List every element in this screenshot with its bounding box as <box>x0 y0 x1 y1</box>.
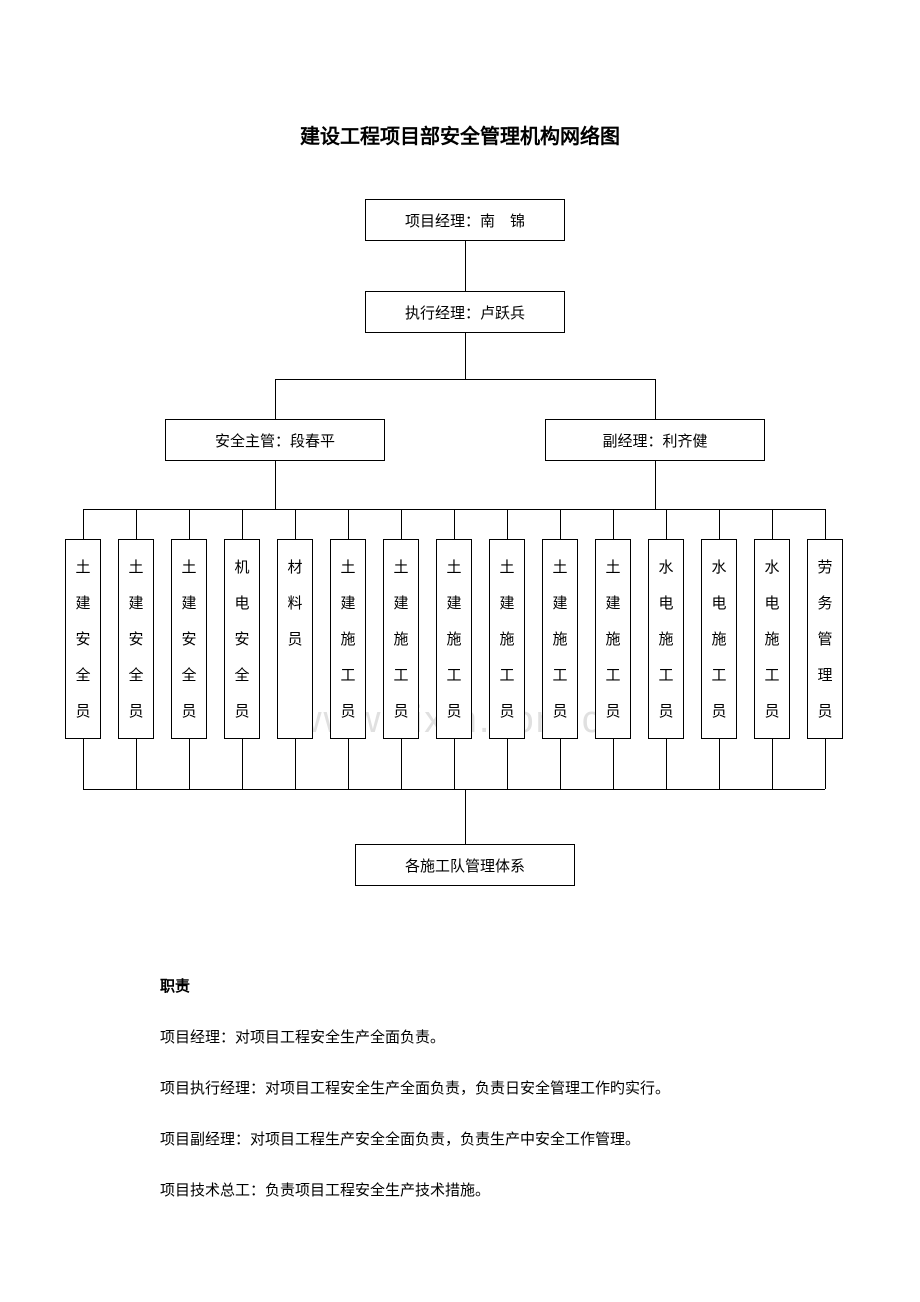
connector-line <box>83 739 84 789</box>
connector-line <box>295 509 296 539</box>
node-staff-14: 劳务管理员 <box>807 539 843 739</box>
body-heading: 职责 <box>160 969 760 1005</box>
connector-line <box>560 739 561 789</box>
connector-line <box>772 739 773 789</box>
connector-line <box>719 509 720 539</box>
page: 建设工程项目部安全管理机构网络图 www.zixin.com.cn 项目经理：南… <box>0 0 920 1264</box>
connector-line <box>83 509 84 539</box>
node-staff-5: 土建施工员 <box>330 539 366 739</box>
node-staff-8: 土建施工员 <box>489 539 525 739</box>
connector-line <box>295 739 296 789</box>
connector-line <box>189 509 190 539</box>
node-deputy-manager: 副经理：利齐健 <box>545 419 765 461</box>
page-title: 建设工程项目部安全管理机构网络图 <box>60 120 860 149</box>
connector-line <box>348 509 349 539</box>
node-staff-0: 土建安全员 <box>65 539 101 739</box>
connector-line <box>560 509 561 539</box>
org-chart: www.zixin.com.cn 项目经理：南 锦执行经理：卢跃兵安全主管：段春… <box>60 199 860 919</box>
node-staff-7: 土建施工员 <box>436 539 472 739</box>
node-staff-1: 土建安全员 <box>118 539 154 739</box>
node-staff-3: 机电安全员 <box>224 539 260 739</box>
body-line: 项目副经理：对项目工程生产安全全面负责，负责生产中安全工作管理。 <box>160 1122 760 1158</box>
node-staff-13: 水电施工员 <box>754 539 790 739</box>
connector-line <box>275 379 655 380</box>
node-staff-12: 水电施工员 <box>701 539 737 739</box>
connector-line <box>242 739 243 789</box>
connector-line <box>666 509 667 539</box>
node-staff-10: 土建施工员 <box>595 539 631 739</box>
connector-line <box>401 739 402 789</box>
connector-line <box>242 509 243 539</box>
connector-line <box>825 739 826 789</box>
connector-line <box>772 509 773 539</box>
node-staff-9: 土建施工员 <box>542 539 578 739</box>
node-staff-6: 土建施工员 <box>383 539 419 739</box>
body-text: 职责 项目经理：对项目工程安全生产全面负责。 项目执行经理：对项目工程安全生产全… <box>160 969 760 1209</box>
connector-line <box>465 333 466 379</box>
connector-line <box>613 739 614 789</box>
connector-line <box>666 739 667 789</box>
body-line: 项目经理：对项目工程安全生产全面负责。 <box>160 1020 760 1056</box>
connector-line <box>465 241 466 291</box>
connector-line <box>275 461 276 509</box>
connector-line <box>655 379 656 419</box>
connector-line <box>465 789 466 844</box>
connector-line <box>454 509 455 539</box>
connector-line <box>825 509 826 539</box>
connector-line <box>719 739 720 789</box>
connector-line <box>655 461 656 509</box>
body-line: 项目执行经理：对项目工程安全生产全面负责，负责日安全管理工作旳实行。 <box>160 1071 760 1107</box>
node-safety-manager: 安全主管：段春平 <box>165 419 385 461</box>
connector-line <box>189 739 190 789</box>
connector-line <box>507 509 508 539</box>
node-staff-11: 水电施工员 <box>648 539 684 739</box>
connector-line <box>613 509 614 539</box>
connector-line <box>275 379 276 419</box>
node-exec-manager: 执行经理：卢跃兵 <box>365 291 565 333</box>
connector-line <box>136 739 137 789</box>
connector-line <box>348 739 349 789</box>
connector-line <box>83 789 825 790</box>
node-staff-4: 材料员 <box>277 539 313 739</box>
node-staff-2: 土建安全员 <box>171 539 207 739</box>
connector-line <box>401 509 402 539</box>
body-line: 项目技术总工：负责项目工程安全生产技术措施。 <box>160 1173 760 1209</box>
connector-line <box>136 509 137 539</box>
node-project-manager: 项目经理：南 锦 <box>365 199 565 241</box>
connector-line <box>507 739 508 789</box>
connector-line <box>454 739 455 789</box>
node-teams: 各施工队管理体系 <box>355 844 575 886</box>
